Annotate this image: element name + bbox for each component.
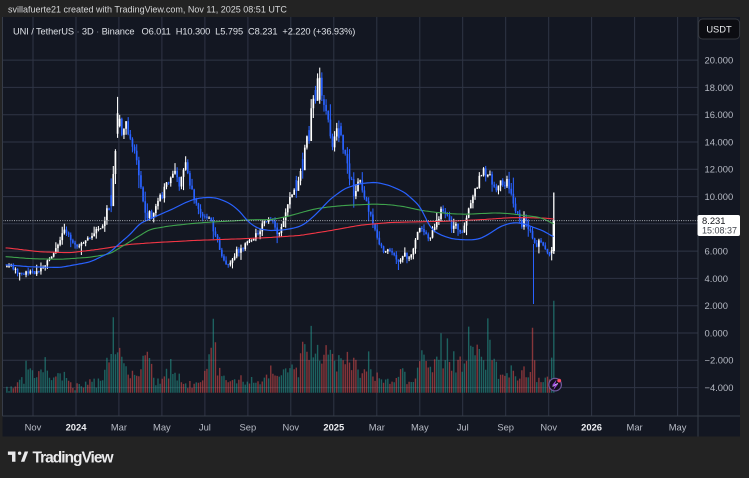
svg-text:Jul: Jul [457, 422, 469, 433]
svg-text:4.000: 4.000 [705, 273, 728, 284]
svg-text:15:08:37: 15:08:37 [702, 226, 737, 236]
svg-text:6.000: 6.000 [705, 246, 728, 257]
svg-text:USDT: USDT [706, 24, 732, 34]
svg-text:18.000: 18.000 [705, 82, 734, 93]
svg-text:2024: 2024 [66, 422, 88, 433]
svg-text:20.000: 20.000 [705, 55, 734, 66]
svg-text:Sep: Sep [240, 422, 257, 433]
svg-text:16.000: 16.000 [705, 109, 734, 120]
svg-text:12.000: 12.000 [705, 164, 734, 175]
svg-text:2025: 2025 [323, 422, 344, 433]
svg-text:May: May [411, 422, 429, 433]
svg-text:0.000: 0.000 [705, 327, 728, 338]
svg-text:May: May [669, 422, 687, 433]
svg-text:Mar: Mar [111, 422, 127, 433]
svg-text:−4.000: −4.000 [705, 382, 734, 393]
svg-text:14.000: 14.000 [705, 136, 734, 147]
svg-text:Jul: Jul [199, 422, 211, 433]
svg-text:Mar: Mar [627, 422, 643, 433]
svg-text:Nov: Nov [282, 422, 299, 433]
svg-text:8.231: 8.231 [702, 215, 725, 226]
svg-text:−2.000: −2.000 [705, 355, 734, 366]
svg-text:Nov: Nov [25, 422, 42, 433]
svg-text:May: May [153, 422, 171, 433]
svg-text:2.000: 2.000 [705, 300, 728, 311]
svg-text:Mar: Mar [369, 422, 385, 433]
svg-text:2026: 2026 [581, 422, 602, 433]
svg-text:TradingView: TradingView [33, 449, 115, 466]
svg-text:svillafuerte21 created with Tr: svillafuerte21 created with TradingView.… [8, 4, 287, 14]
svg-text:Sep: Sep [497, 422, 514, 433]
svg-text:Nov: Nov [540, 422, 557, 433]
svg-text:10.000: 10.000 [705, 191, 734, 202]
